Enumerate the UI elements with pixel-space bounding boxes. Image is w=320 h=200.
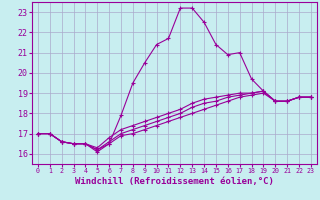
X-axis label: Windchill (Refroidissement éolien,°C): Windchill (Refroidissement éolien,°C) [75,177,274,186]
